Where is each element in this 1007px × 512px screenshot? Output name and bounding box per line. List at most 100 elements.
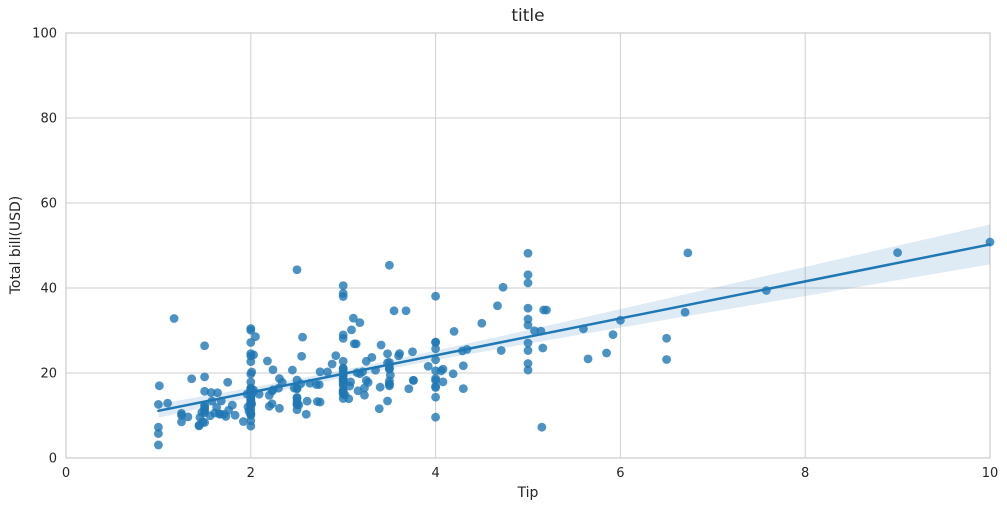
data-point (292, 397, 302, 407)
y-tick-label: 80 (40, 112, 57, 127)
data-point (246, 338, 256, 347)
data-point (246, 421, 256, 431)
data-point (301, 409, 311, 419)
data-point (263, 356, 272, 366)
data-point (194, 420, 204, 430)
data-point (761, 286, 771, 295)
data-point (401, 306, 411, 316)
data-point (331, 351, 341, 361)
x-tick-label: 2 (247, 466, 255, 481)
data-point (498, 282, 508, 292)
data-point (338, 288, 348, 298)
data-point (298, 332, 307, 342)
data-point (431, 344, 440, 354)
data-point (383, 396, 392, 406)
y-tick-label: 60 (40, 197, 57, 212)
data-point (297, 351, 307, 361)
data-point (154, 381, 164, 391)
data-point (302, 396, 312, 406)
data-point (200, 386, 210, 396)
chart-title: title (511, 6, 545, 26)
data-point (246, 325, 256, 335)
data-point (327, 359, 337, 369)
data-point (374, 404, 384, 414)
data-point (221, 412, 231, 421)
data-point (347, 325, 356, 335)
data-point (323, 367, 332, 377)
x-tick-label: 0 (62, 466, 70, 481)
x-tick-label: 4 (431, 466, 439, 481)
x-tick-label: 8 (801, 466, 809, 481)
data-point (385, 376, 394, 386)
data-point (662, 333, 671, 343)
data-point (338, 366, 348, 376)
data-point (154, 422, 163, 432)
data-point (360, 383, 369, 393)
plot-area (66, 33, 990, 458)
data-point (264, 390, 274, 400)
data-point (408, 347, 417, 357)
data-point (523, 270, 533, 280)
data-point (207, 396, 217, 406)
data-point (163, 398, 173, 408)
data-point (530, 326, 539, 336)
data-point (338, 281, 348, 291)
data-point (375, 382, 385, 392)
data-point (616, 315, 625, 325)
data-point (351, 339, 361, 349)
data-point (314, 380, 324, 390)
data-point (275, 403, 284, 413)
data-point (438, 377, 448, 387)
data-point (264, 401, 274, 411)
data-point (683, 248, 693, 258)
data-point (275, 374, 284, 383)
data-point (448, 369, 458, 379)
y-tick-label: 100 (32, 27, 57, 42)
data-point (431, 355, 440, 365)
data-point (338, 356, 348, 366)
data-point (154, 429, 163, 438)
data-point (431, 366, 440, 376)
data-point (239, 417, 248, 426)
data-point (246, 410, 256, 420)
data-point (385, 364, 394, 374)
data-point (431, 291, 440, 301)
data-point (312, 397, 322, 406)
data-point (537, 422, 547, 432)
data-point (287, 365, 297, 375)
data-point (538, 343, 548, 353)
data-point (246, 398, 256, 408)
data-point (583, 354, 593, 364)
data-point (523, 359, 533, 368)
data-point (200, 341, 210, 351)
data-point (431, 392, 440, 402)
data-point (246, 377, 256, 387)
x-axis-label: Tip (517, 485, 539, 501)
data-point (348, 313, 358, 323)
data-point (458, 361, 468, 371)
data-point (154, 440, 163, 450)
y-tick-label: 20 (40, 367, 57, 382)
x-tick-label: 10 (982, 466, 999, 481)
data-point (338, 373, 348, 383)
data-point (338, 387, 348, 397)
data-point (662, 355, 671, 364)
data-point (376, 340, 386, 350)
data-point (523, 303, 533, 313)
data-point (493, 301, 502, 311)
data-point (431, 374, 440, 383)
data-point (523, 248, 533, 258)
data-point (680, 307, 690, 317)
data-point (404, 384, 414, 394)
data-point (458, 384, 468, 394)
data-point (389, 306, 399, 316)
data-point (268, 365, 278, 375)
data-point (539, 305, 549, 315)
data-point (579, 324, 588, 334)
data-point (197, 407, 207, 417)
data-point (457, 346, 467, 356)
data-point (523, 338, 533, 348)
data-point (292, 265, 302, 275)
